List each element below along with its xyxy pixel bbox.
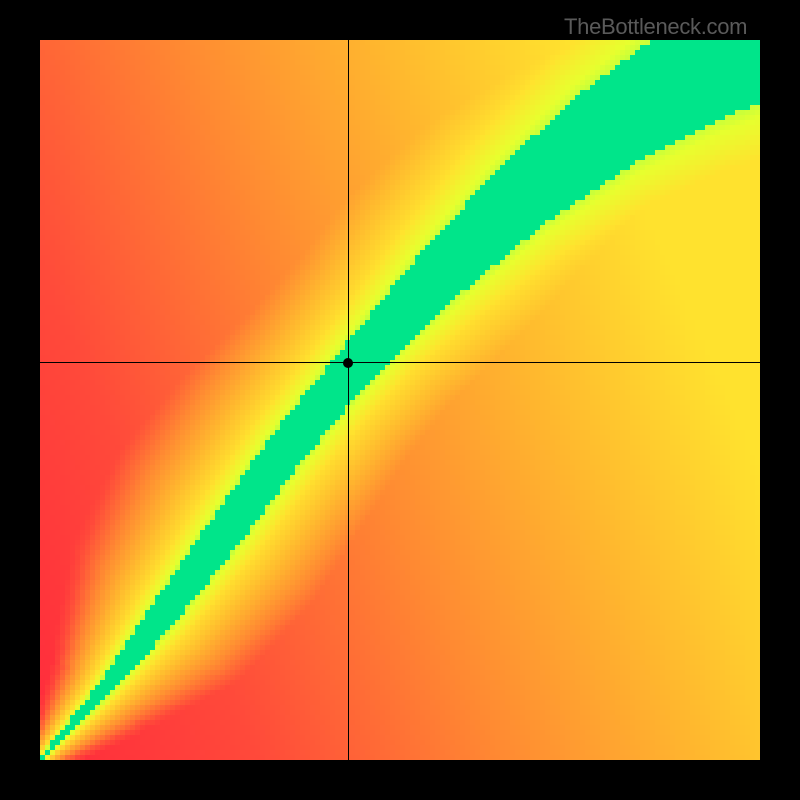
crosshair-horizontal [40,362,760,363]
crosshair-vertical [348,40,349,760]
plot-area [40,40,760,760]
bottleneck-heatmap [40,40,760,760]
watermark-text: TheBottleneck.com [564,14,747,40]
data-point-marker [343,358,353,368]
